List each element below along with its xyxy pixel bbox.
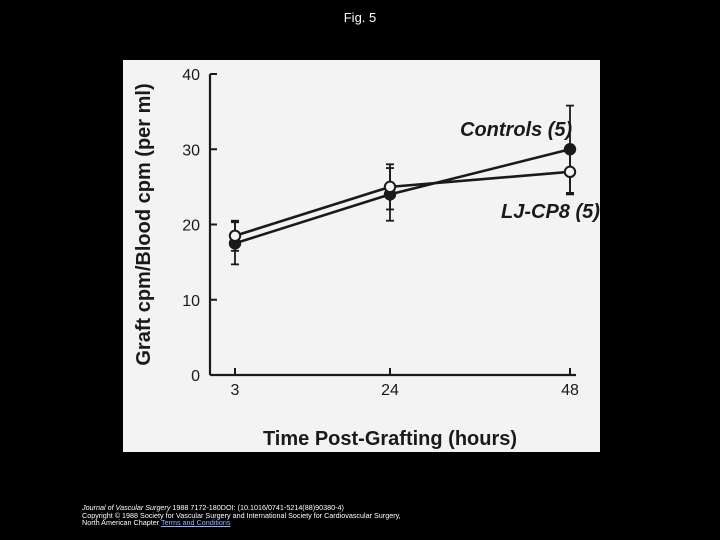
citation-text: 1988 7172-180DOI: (10.1016/0741-5214(88)… [170, 503, 344, 512]
line-chart: 0 10 20 30 40 3 24 48 Time Post-Grafting (hours)… [133, 67, 600, 450]
y-axis-title: Graft cpm/Blood cpm (per ml) [133, 83, 155, 365]
x-tick-label: 48 [561, 382, 579, 399]
y-tick-label: 0 [191, 368, 200, 385]
chart-panel: 0 10 20 30 40 3 24 48 Time Post-Grafting (hours)… [123, 60, 600, 452]
x-axis-title: Time Post-Grafting (hours) [263, 428, 517, 450]
series-label: LJ-CP8 (5) [501, 201, 600, 223]
chart-series [228, 104, 577, 266]
chart-axes [208, 73, 576, 377]
y-tick-label: 40 [182, 67, 200, 84]
chart-labels: 0 10 20 30 40 3 24 48 Time Post-Grafting (hours)… [133, 67, 600, 450]
data-point [383, 180, 397, 194]
data-point [228, 229, 242, 242]
series-label: Controls (5) [460, 119, 573, 141]
citation-footer: Journal of Vascular Surgery 1988 7172-18… [82, 504, 682, 527]
y-tick-label: 30 [182, 142, 200, 159]
y-tick-label: 20 [182, 218, 200, 235]
x-tick-label: 3 [231, 382, 240, 399]
series-line-1 [234, 147, 571, 245]
figure-title: Fig. 5 [343, 10, 377, 25]
terms-link[interactable]: Terms and Conditions [160, 518, 231, 528]
copyright-text: Copyright © 1988 Society for Vascular Su… [82, 510, 401, 520]
journal-name: Journal of Vascular Surgery [82, 503, 171, 512]
data-point [563, 143, 577, 156]
org-text: North American Chapter [82, 518, 160, 528]
data-point [563, 165, 577, 179]
y-tick-label: 10 [182, 293, 200, 310]
x-tick-label: 24 [381, 382, 399, 399]
